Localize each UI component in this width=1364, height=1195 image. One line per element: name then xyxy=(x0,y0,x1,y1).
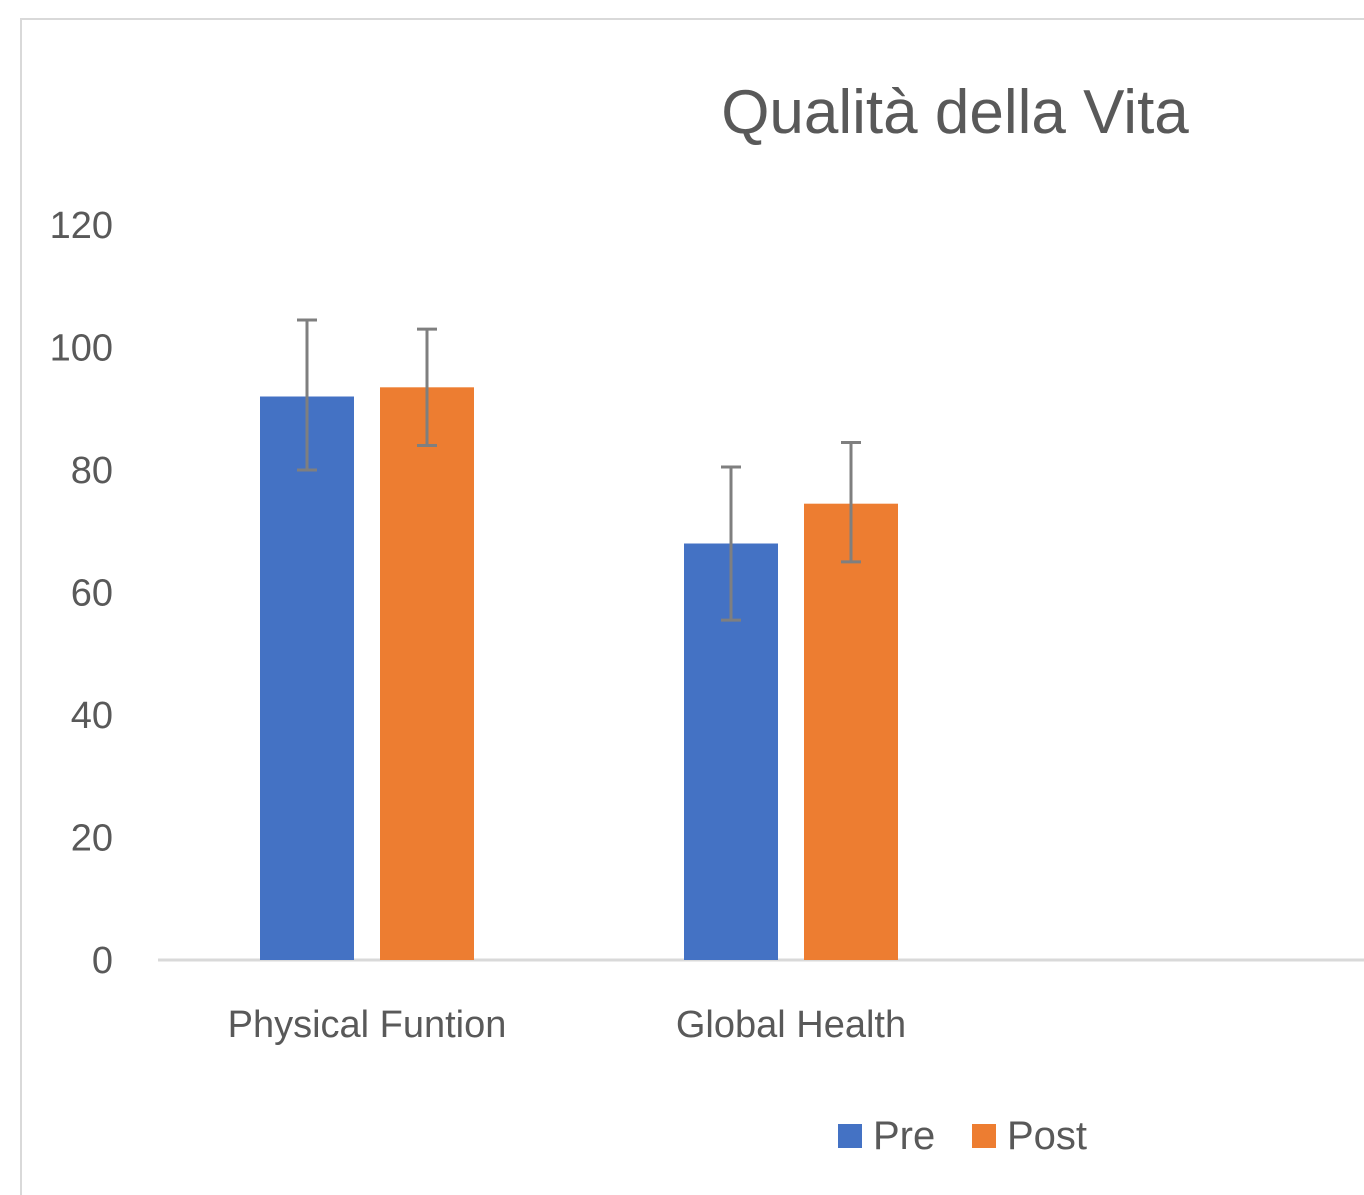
legend-swatch xyxy=(838,1124,862,1148)
y-tick-label: 60 xyxy=(71,573,113,615)
legend-item-post: Post xyxy=(972,1114,1087,1158)
error-bar-pre-1 xyxy=(721,465,741,622)
legend-label: Post xyxy=(1007,1114,1087,1158)
bars xyxy=(260,387,898,960)
y-tick-label: 80 xyxy=(71,450,113,492)
y-tick-label: 100 xyxy=(50,328,113,370)
error-bar-pre-0 xyxy=(297,318,317,472)
error-bar-post-0 xyxy=(417,327,437,447)
bar-pre-0 xyxy=(260,396,354,960)
chart-title: Qualità della Vita xyxy=(721,78,1189,147)
bar-post-1 xyxy=(804,503,898,960)
y-tick-label: 40 xyxy=(71,695,113,737)
y-tick-label: 0 xyxy=(92,940,113,982)
legend-swatch xyxy=(972,1124,996,1148)
legend-item-pre: Pre xyxy=(838,1114,935,1158)
category-labels: Physical Funtion Global Health xyxy=(228,1004,907,1046)
error-bars xyxy=(297,318,861,622)
y-axis-ticks: 0 20 40 60 80 100 120 xyxy=(50,205,113,982)
legend: Pre Post xyxy=(838,1114,1087,1158)
y-tick-label: 120 xyxy=(50,205,113,247)
category-label: Global Health xyxy=(676,1004,906,1046)
bar-post-0 xyxy=(380,387,474,960)
error-bar-post-1 xyxy=(841,440,861,564)
category-label: Physical Funtion xyxy=(228,1004,507,1046)
y-tick-label: 20 xyxy=(71,818,113,860)
legend-label: Pre xyxy=(873,1114,935,1158)
